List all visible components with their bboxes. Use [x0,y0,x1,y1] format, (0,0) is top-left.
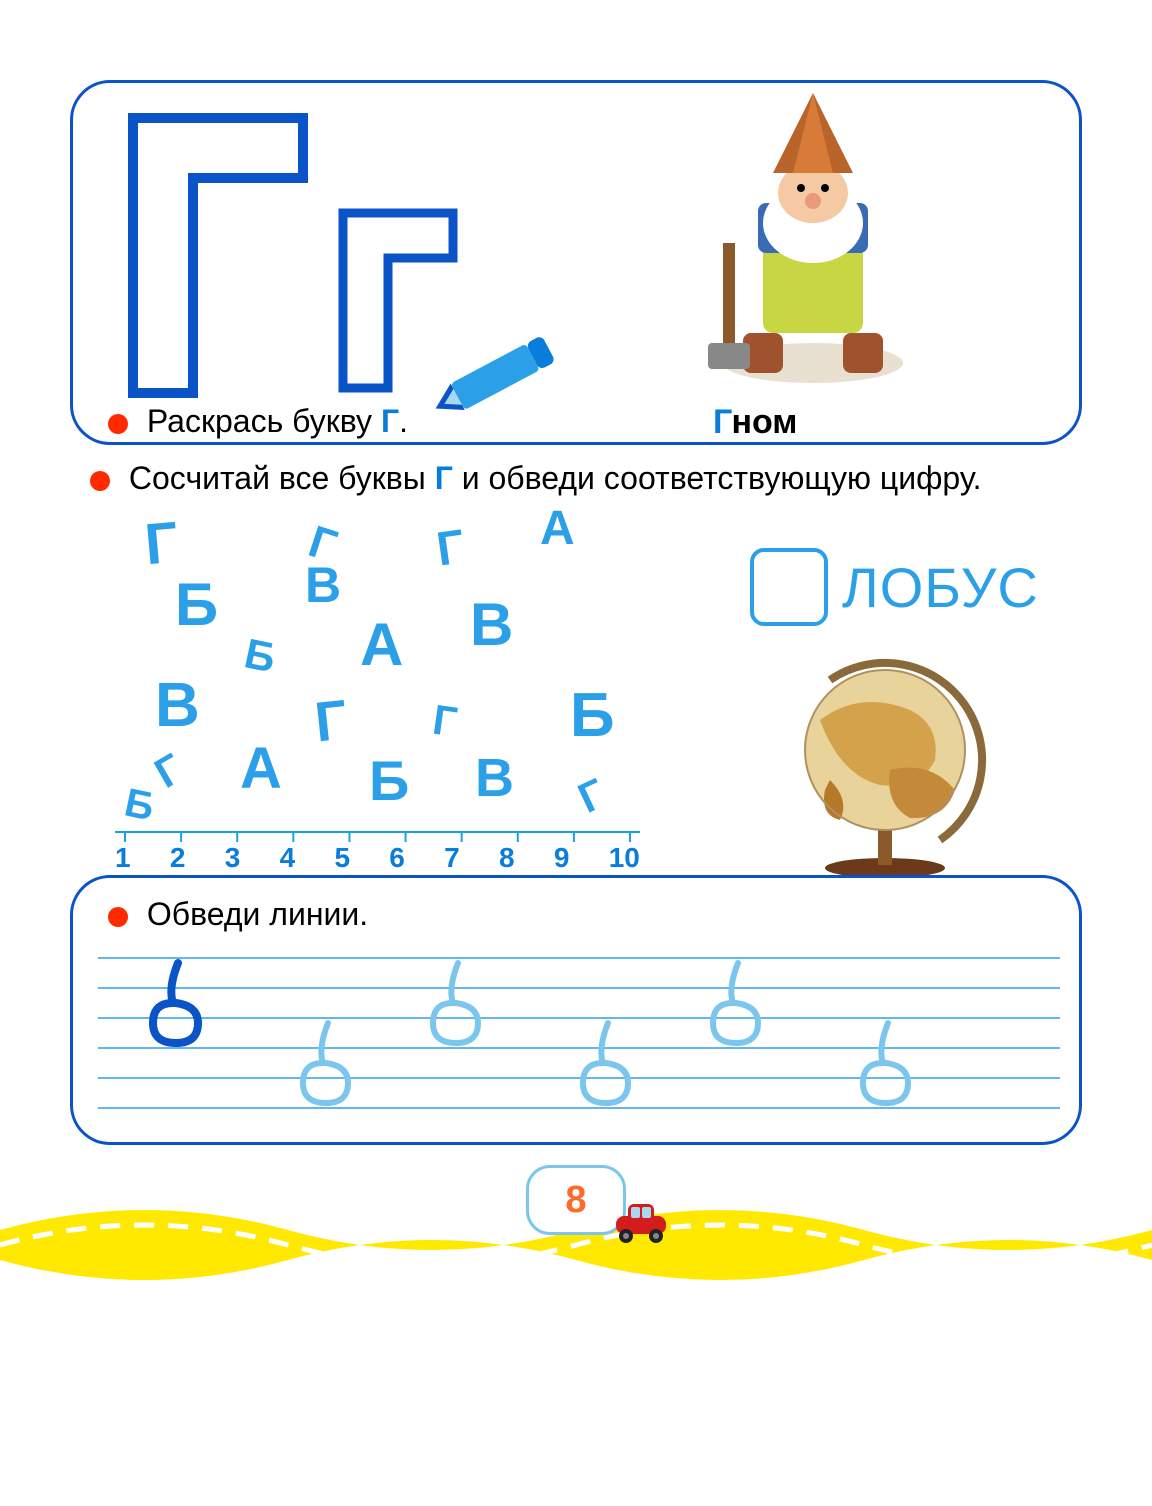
bullet-icon [90,471,110,491]
task3-text: Обведи линии. [147,896,368,932]
number-line-value[interactable]: 7 [444,842,460,874]
number-line-value[interactable]: 2 [170,842,186,874]
task2-letter: Г [435,460,453,496]
scatter-letter: Б [121,782,157,827]
scatter-letter: В [475,751,514,805]
bullet-icon [108,414,128,434]
scattered-letters-area: ГГВГАББАВВГГБГАБВБГ [115,505,640,825]
fill-word-box[interactable] [750,548,828,626]
task1-prefix: Раскрась букву [147,403,381,439]
scatter-letter: Б [570,685,615,747]
scatter-letter: В [305,560,341,610]
tracing-panel: Обведи линии. [70,875,1082,1145]
scatter-letter: Б [175,575,218,635]
letter-upper-outline [123,108,313,403]
gnome-word-rest: ном [731,403,797,441]
number-line-value[interactable]: 10 [609,842,640,874]
writing-lines [98,948,1060,1118]
scatter-letter: Г [312,691,349,750]
globe-illustration [770,650,1000,880]
scatter-letter: Г [143,514,181,575]
scatter-letter: Б [241,632,279,679]
gnome-word: Гном [713,403,797,442]
gnome-illustration [663,83,963,403]
scatter-letter: А [360,615,403,675]
task2-suffix: и обведи соответствующую цифру. [453,460,982,496]
task1-letter: Г [381,403,399,439]
gnome-word-first: Г [713,403,731,441]
task1-suffix: . [399,403,408,439]
number-line-value[interactable]: 1 [115,842,131,874]
fill-word-suffix: ЛОБУС [842,555,1039,620]
task2-instruction: Сосчитай все буквы Г и обведи соответств… [90,460,982,497]
task1-instruction: Раскрась букву Г. [108,403,408,440]
scatter-letter: Г [430,699,459,744]
number-line-value[interactable]: 3 [225,842,241,874]
number-line-value[interactable]: 5 [334,842,350,874]
scatter-letter: Б [369,753,409,809]
car-icon [610,1200,672,1244]
scatter-letter: Г [434,523,468,574]
task2-prefix: Сосчитай все буквы [129,460,435,496]
scatter-letter: Г [572,772,611,820]
number-line: 12345678910 [115,830,640,870]
scatter-letter: А [540,505,575,553]
fill-word: ЛОБУС [750,548,1039,626]
scatter-letter: В [470,595,513,655]
number-line-value[interactable]: 4 [280,842,296,874]
scatter-letter: В [155,675,200,737]
letter-intro-panel: Раскрась букву Г. Гном [70,80,1082,445]
bullet-icon [108,907,128,927]
task3-instruction: Обведи линии. [108,896,368,933]
number-line-value[interactable]: 6 [389,842,405,874]
page-number: 8 [565,1179,586,1222]
scatter-letter: А [240,740,282,798]
number-line-value[interactable]: 8 [499,842,515,874]
number-line-value[interactable]: 9 [554,842,570,874]
